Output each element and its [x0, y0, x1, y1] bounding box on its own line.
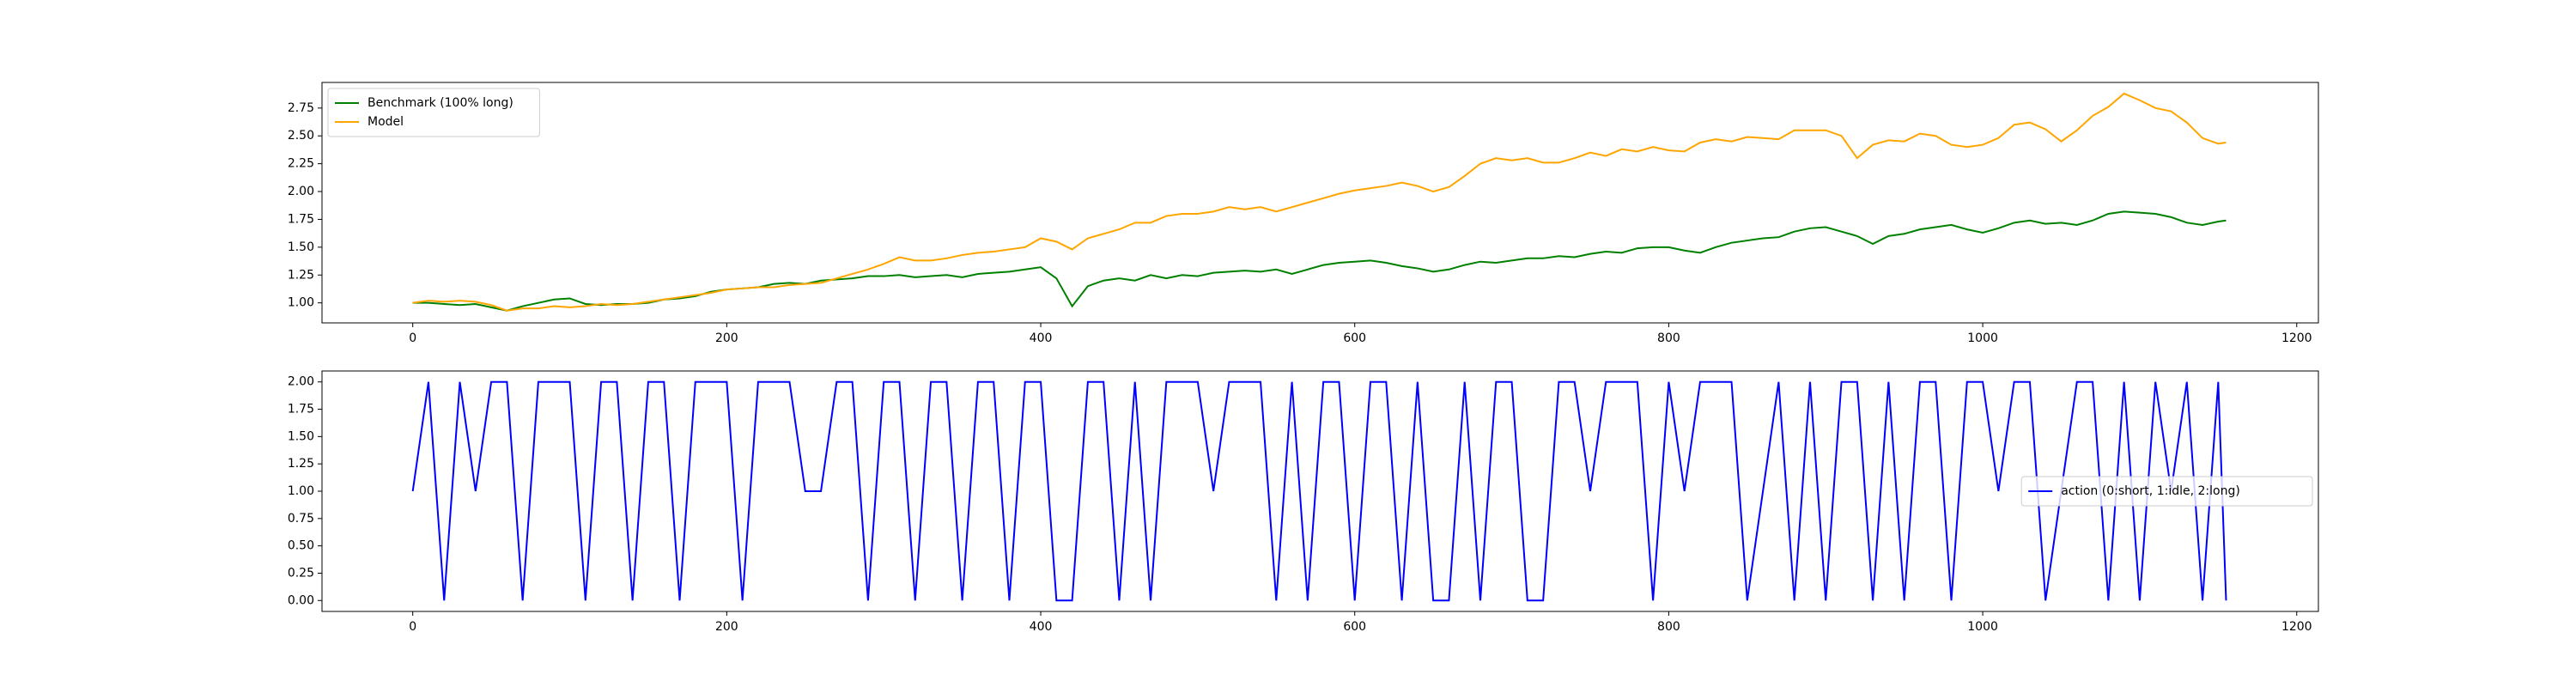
- x-tick-label: 200: [715, 620, 738, 634]
- data-line: [411, 380, 2227, 602]
- y-tick-label: 1.75: [288, 212, 314, 226]
- legend-box: [327, 88, 540, 137]
- y-tick-label: 2.50: [288, 129, 314, 143]
- y-tick-label: 1.50: [288, 429, 314, 443]
- legend-box: [2020, 476, 2313, 507]
- y-tick-label: 1.25: [288, 457, 314, 471]
- y-tick-label: 0.50: [288, 539, 314, 553]
- y-tick-label: 1.25: [288, 268, 314, 282]
- x-tick-label: 600: [1343, 331, 1366, 345]
- x-tick-label: 400: [1030, 620, 1053, 634]
- y-tick-label: 1.50: [288, 240, 314, 254]
- x-tick-label: 1200: [2281, 620, 2312, 634]
- x-tick-label: 1000: [1967, 331, 1998, 345]
- y-tick-label: 2.75: [288, 101, 314, 115]
- x-tick-label: 0: [409, 620, 416, 634]
- y-tick-label: 1.75: [288, 403, 314, 416]
- axes-frame: [321, 82, 2319, 324]
- y-tick-label: 0.25: [288, 566, 314, 580]
- data-line: [412, 92, 2227, 312]
- plot-area: [322, 82, 2318, 323]
- legend-label: Model: [368, 115, 404, 129]
- axes-frame: [321, 370, 2319, 612]
- y-tick-label: 0.75: [288, 512, 314, 526]
- x-tick-label: 0: [409, 331, 416, 345]
- y-tick-label: 1.00: [288, 296, 314, 310]
- y-tick-label: 2.00: [288, 185, 314, 198]
- y-tick-label: 2.25: [288, 157, 314, 171]
- y-tick-label: 2.00: [288, 375, 314, 389]
- x-tick-label: 800: [1657, 620, 1680, 634]
- x-tick-label: 400: [1030, 331, 1053, 345]
- y-tick-label: 1.00: [288, 484, 314, 498]
- x-tick-label: 1200: [2281, 331, 2312, 345]
- y-tick-label: 0.00: [288, 593, 314, 607]
- x-tick-label: 800: [1657, 331, 1680, 345]
- x-tick-label: 600: [1343, 620, 1366, 634]
- legend-label: action (0:short, 1:idle, 2:long): [2061, 484, 2240, 498]
- plot-area: [322, 371, 2318, 611]
- legend-label: Benchmark (100% long): [368, 96, 513, 110]
- x-tick-label: 200: [715, 331, 738, 345]
- x-tick-label: 1000: [1967, 620, 1998, 634]
